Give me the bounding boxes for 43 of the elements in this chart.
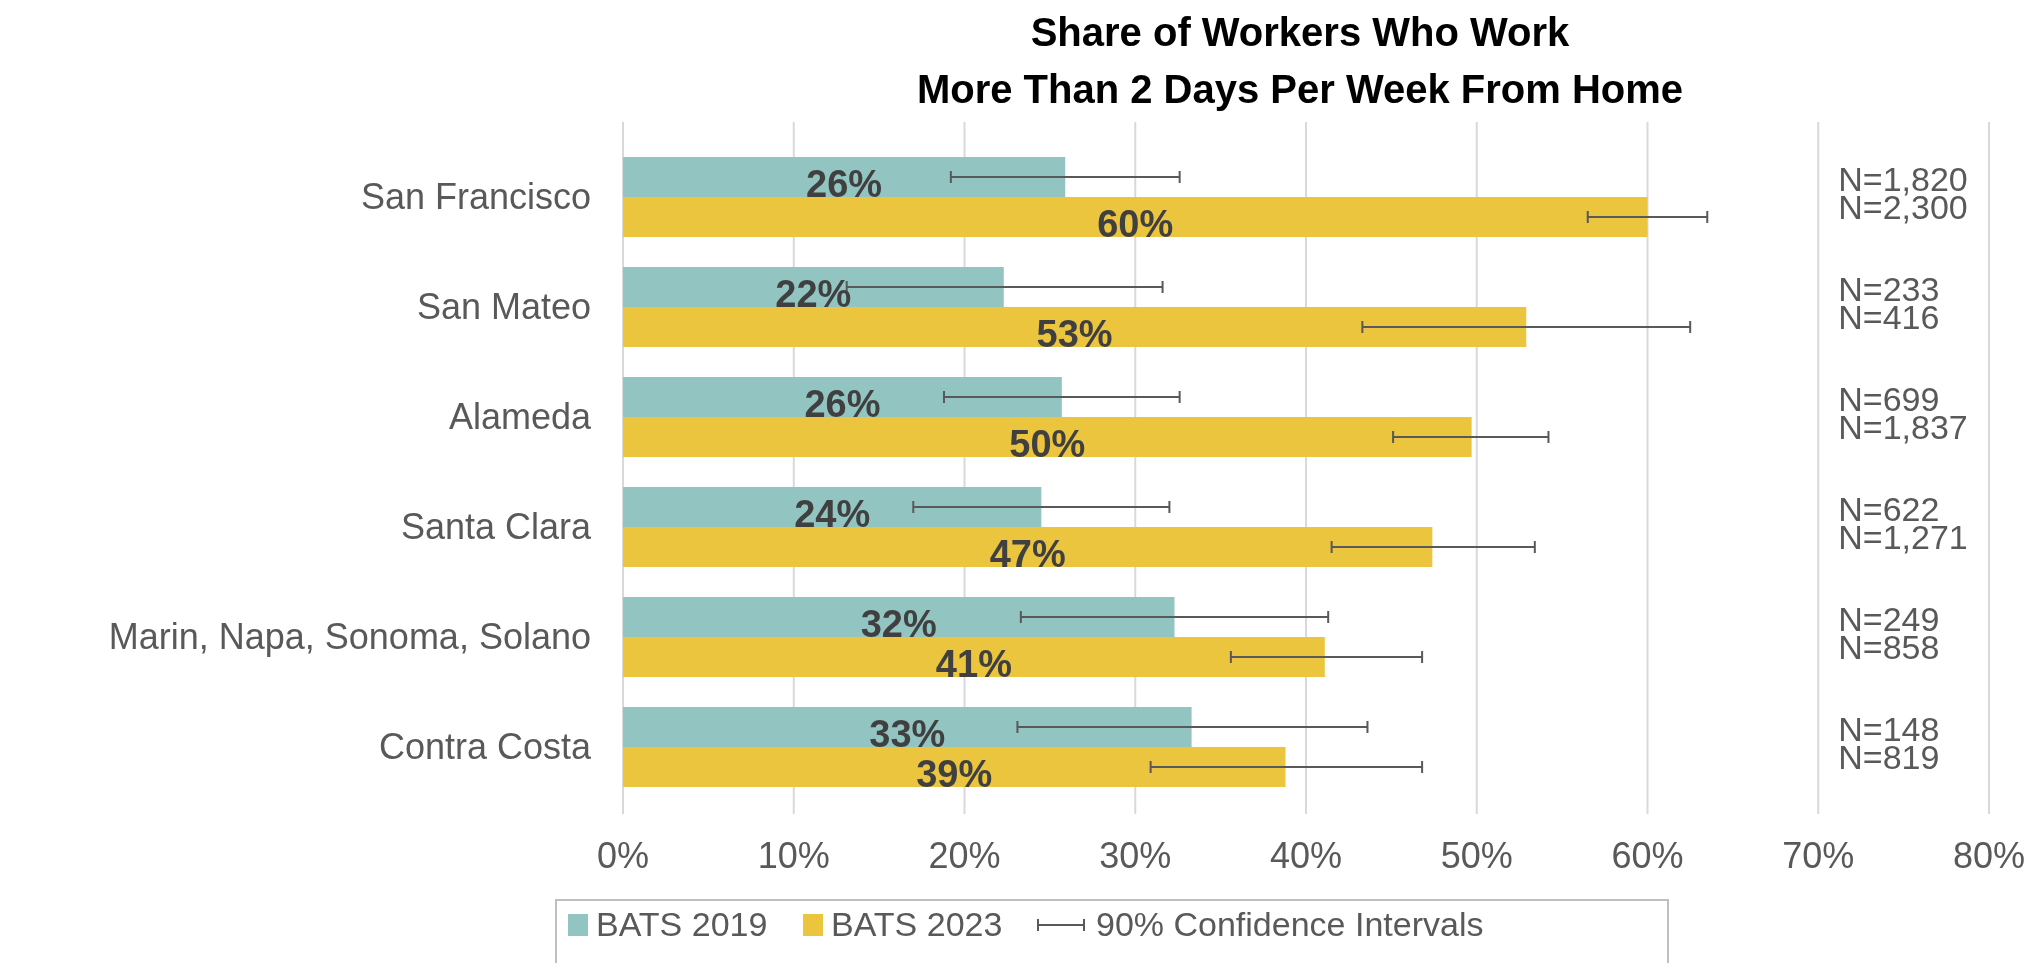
- y-tick-label: Santa Clara: [400, 506, 592, 547]
- bar: [623, 197, 1648, 237]
- x-tick-label: 70%: [1782, 835, 1855, 876]
- chart-title: Share of Workers Who Work More Than 2 Days Per Week From Home: [916, 10, 1684, 111]
- x-tick-label: 10%: [757, 835, 830, 876]
- bar: [623, 417, 1472, 457]
- data-label: 50%: [1009, 423, 1086, 465]
- data-label: 32%: [860, 603, 937, 645]
- x-tick-label: 20%: [928, 835, 1001, 876]
- data-label: 26%: [804, 383, 881, 425]
- data-label: 22%: [775, 273, 852, 315]
- bar: [623, 377, 1062, 417]
- data-label: 41%: [935, 643, 1012, 685]
- bar: [623, 597, 1175, 637]
- data-label: 26%: [806, 163, 883, 205]
- bar: [623, 637, 1325, 677]
- x-tick-label: 30%: [1099, 835, 1172, 876]
- y-tick-label: Contra Costa: [378, 726, 592, 767]
- data-label: 33%: [869, 713, 946, 755]
- data-label: 47%: [989, 533, 1066, 575]
- x-tick-label: 50%: [1440, 835, 1513, 876]
- x-tick-label: 80%: [1952, 835, 2026, 876]
- bar: [623, 307, 1527, 347]
- text: 90% Confidence Intervals: [1096, 905, 1484, 943]
- data-label: 39%: [916, 753, 993, 795]
- data-label: 53%: [1036, 313, 1113, 355]
- legend-label: BATS 2019: [596, 905, 768, 943]
- bar: [623, 487, 1042, 527]
- x-tick-label: 40%: [1269, 835, 1343, 876]
- data-label: 24%: [794, 493, 871, 535]
- legend-label: BATS 2023: [831, 905, 1003, 943]
- bar: [623, 267, 1004, 307]
- x-tick-label: 0%: [596, 835, 650, 876]
- bar: [623, 157, 1066, 197]
- y-tick-label: San Francisco: [360, 176, 591, 217]
- bar: [623, 747, 1286, 787]
- y-tick-label: Alameda: [448, 396, 592, 437]
- y-tick-label: Marin, Napa, Sonoma, Solano: [108, 616, 591, 657]
- x-tick-label: 60%: [1611, 835, 1684, 876]
- data-label: 60%: [1097, 203, 1174, 245]
- y-tick-label: San Mateo: [416, 286, 591, 327]
- bar: [623, 707, 1192, 747]
- bar: [623, 527, 1433, 567]
